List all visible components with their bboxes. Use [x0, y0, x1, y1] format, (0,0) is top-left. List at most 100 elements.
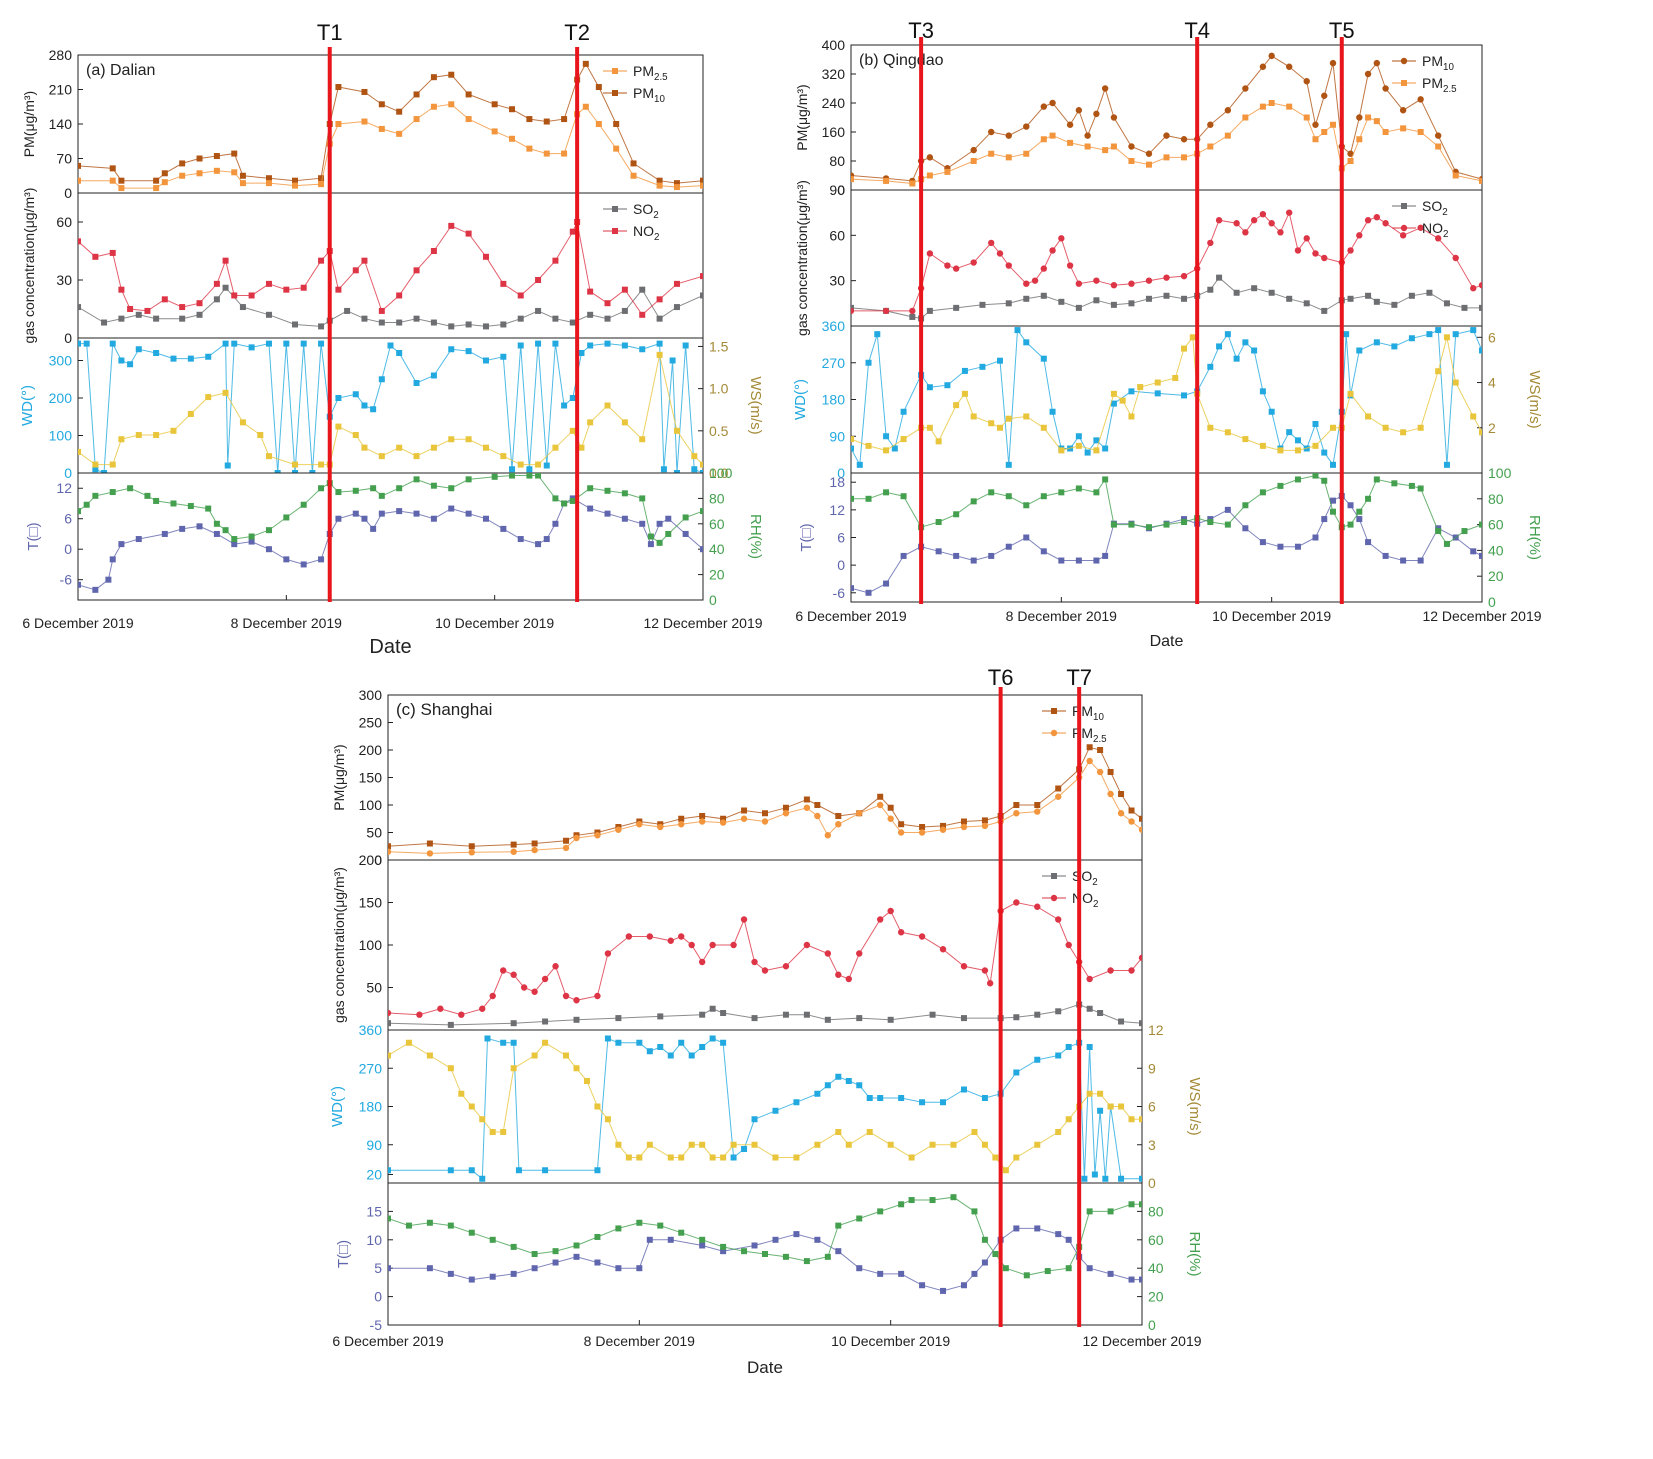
- pm10-point: [196, 155, 203, 162]
- so2-point: [1097, 1010, 1104, 1016]
- legend-label: NO2: [1072, 890, 1098, 910]
- event-label-t1: T1: [317, 20, 343, 45]
- t-point: [1479, 552, 1482, 559]
- no2-point: [594, 992, 601, 1000]
- so2-point: [1373, 298, 1380, 305]
- no2-point: [1347, 247, 1354, 254]
- wd-point: [448, 346, 455, 353]
- wd-point: [482, 357, 489, 364]
- ws-point: [594, 1103, 601, 1110]
- rh-point: [1312, 473, 1319, 479]
- so2-point: [699, 1011, 706, 1018]
- pm25-point: [1034, 808, 1041, 815]
- y-tick-label-right: 4: [1488, 375, 1496, 391]
- y-tick-label: 5: [374, 1260, 382, 1276]
- no2-point: [1259, 210, 1267, 218]
- t-point: [426, 1265, 433, 1272]
- pm25-point: [396, 130, 403, 137]
- so2-point: [1118, 1018, 1125, 1025]
- t-point: [92, 586, 99, 593]
- pm25-point: [835, 821, 842, 828]
- wd-point: [135, 346, 142, 353]
- legend-label: PM10: [633, 85, 665, 105]
- t-point: [500, 525, 507, 532]
- wd-point: [961, 367, 968, 374]
- so2-point: [500, 321, 507, 328]
- ws-point: [1023, 413, 1030, 420]
- ws-point: [1382, 424, 1389, 431]
- so2-point: [396, 319, 403, 326]
- wd-point: [1330, 461, 1337, 468]
- rh-point: [144, 492, 151, 499]
- pm25-point: [1181, 154, 1188, 161]
- rh-point: [335, 489, 342, 496]
- wd-point: [691, 466, 698, 473]
- pm25-point: [876, 801, 884, 809]
- no2-point: [118, 286, 125, 293]
- series-group: [388, 1035, 1142, 1182]
- x-axis-title: Date: [747, 1358, 783, 1377]
- pm25-point: [1207, 143, 1214, 150]
- t-point: [413, 510, 420, 517]
- t-point: [604, 510, 611, 517]
- pm10-line: [78, 62, 703, 184]
- no2-point: [1065, 941, 1072, 949]
- rh-point: [594, 1233, 601, 1240]
- rh-point: [1065, 1265, 1072, 1272]
- pm10-point: [1417, 96, 1424, 103]
- y-tick-label: 0: [374, 1289, 382, 1305]
- pm25-point: [1117, 810, 1125, 817]
- so2-point: [465, 321, 472, 328]
- no2-point: [673, 280, 680, 287]
- wd-point: [594, 1167, 601, 1174]
- pm25-point: [1479, 177, 1482, 184]
- wd-point: [479, 1175, 486, 1182]
- t-line: [851, 495, 1482, 594]
- wd-point: [1128, 388, 1135, 395]
- t-point: [552, 520, 559, 527]
- no2-point: [573, 997, 580, 1004]
- ws-point: [396, 444, 403, 451]
- pm10-point: [887, 804, 894, 811]
- pm25-point: [573, 834, 580, 842]
- pm25-point: [1321, 129, 1328, 135]
- pm25-point: [1312, 136, 1319, 143]
- wd-point: [1251, 347, 1258, 354]
- ws-point: [1365, 413, 1372, 420]
- so2-point: [1251, 285, 1258, 292]
- axes-frame: [77, 54, 704, 194]
- pm10-point: [118, 177, 125, 184]
- pm25-point: [231, 169, 238, 176]
- wd-point: [1013, 1069, 1020, 1076]
- rh-point: [1181, 519, 1188, 526]
- pm10-point: [430, 74, 437, 81]
- no2-point: [882, 307, 890, 315]
- y-tick-label: 18: [829, 474, 845, 490]
- wd-point: [224, 462, 231, 469]
- wd-point: [1097, 1107, 1104, 1114]
- no2-point: [1321, 254, 1328, 262]
- no2-point: [179, 304, 186, 311]
- no2-point: [458, 1011, 465, 1018]
- axes-frame: [850, 325, 1483, 474]
- ws-point: [587, 419, 594, 426]
- rh-point: [526, 473, 533, 479]
- rh-point: [1093, 489, 1100, 496]
- so2-point: [413, 315, 420, 322]
- t-point: [865, 589, 872, 596]
- y-tick-label: 270: [359, 1060, 383, 1076]
- y-tick-label-right: 0: [1148, 1317, 1156, 1333]
- t-point: [1347, 502, 1354, 509]
- no2-point: [1434, 235, 1442, 242]
- pm25-point: [761, 818, 769, 825]
- ws-point: [265, 453, 272, 460]
- t-point: [1086, 1265, 1093, 1272]
- pm10-point: [1093, 110, 1100, 118]
- wd-point: [866, 1095, 873, 1101]
- wd-point: [153, 350, 160, 356]
- t-point: [1139, 1276, 1142, 1283]
